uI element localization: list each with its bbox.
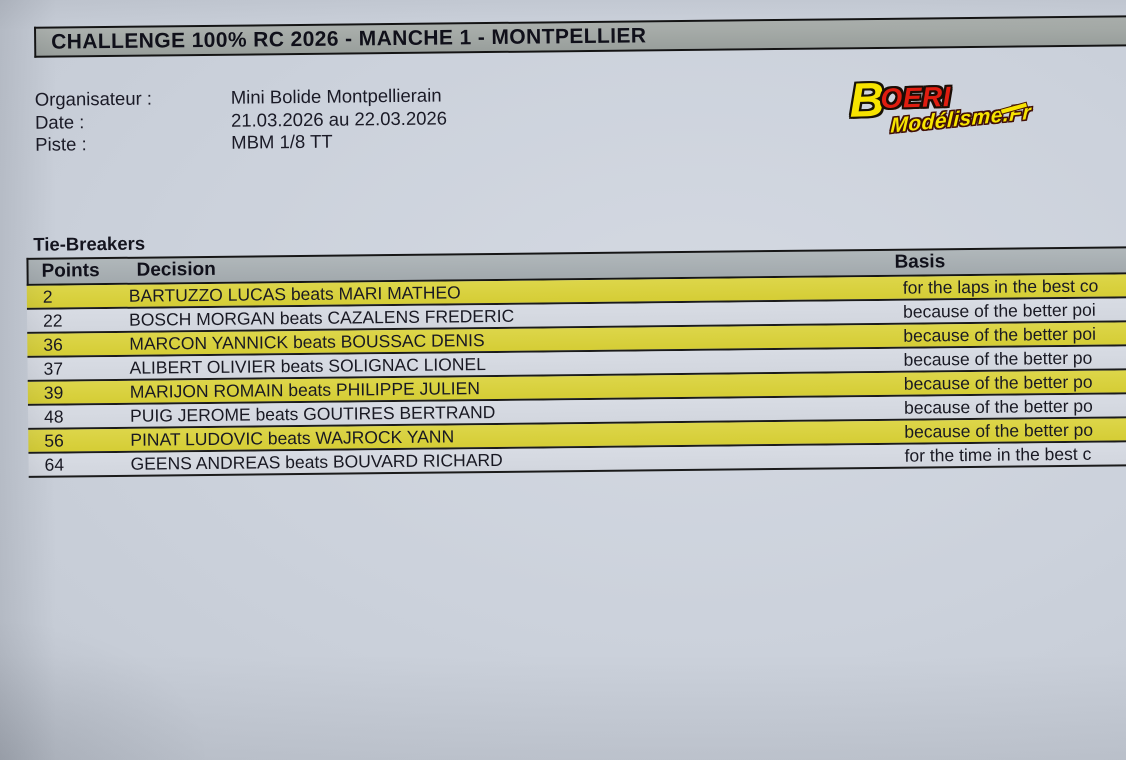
track-value: MBM 1/8 TT — [231, 130, 333, 153]
cell-points: 48 — [43, 406, 64, 427]
cell-basis: because of the better poi — [902, 299, 1096, 322]
cell-decision: PUIG JEROME beats GOUTIRES BERTRAND — [129, 401, 496, 426]
cell-decision: GEENS ANDREAS beats BOUVARD RICHARD — [130, 449, 503, 474]
cell-points: 64 — [44, 454, 65, 475]
tie-breakers-table: Points Decision Basis 2 BARTUZZO LUCAS b… — [26, 245, 1126, 478]
cell-basis: because of the better poi — [903, 323, 1097, 346]
cell-points: 56 — [44, 430, 64, 451]
page-title: CHALLENGE 100% RC 2026 - MANCHE 1 - MONT… — [51, 23, 647, 54]
cell-decision: PINAT LUDOVIC beats WAJROCK YANN — [130, 426, 455, 450]
cell-basis: because of the better po — [903, 371, 1093, 394]
cell-decision: BOSCH MORGAN beats CAZALENS FREDERIC — [128, 305, 515, 330]
column-header-points: Points — [41, 260, 100, 282]
cell-basis: for the laps in the best co — [902, 275, 1099, 298]
cell-basis: because of the better po — [903, 347, 1093, 370]
date-label: Date : — [34, 110, 85, 133]
cell-points: 37 — [43, 358, 64, 379]
organizer-value: Mini Bolide Montpellierain — [230, 84, 442, 108]
info-row-track: Piste : MBM 1/8 TT — [35, 129, 447, 156]
track-label: Piste : — [35, 133, 87, 155]
cell-decision: MARIJON ROMAIN beats PHILIPPE JULIEN — [129, 378, 481, 402]
organizer-label: Organisateur : — [34, 87, 153, 110]
cell-points: 39 — [43, 382, 64, 403]
table-body: 2 BARTUZZO LUCAS beats MARI MATHEO for t… — [26, 273, 1126, 478]
cell-points: 22 — [42, 310, 63, 331]
cell-decision: ALIBERT OLIVIER beats SOLIGNAC LIONEL — [129, 354, 486, 378]
tie-breakers-heading: Tie-Breakers — [33, 232, 146, 255]
cell-basis: because of the better po — [904, 419, 1094, 442]
date-value: 21.03.2026 au 22.03.2026 — [230, 106, 448, 131]
event-info-block: Organisateur : Mini Bolide Montpellierai… — [35, 84, 448, 156]
page-title-bar: CHALLENGE 100% RC 2026 - MANCHE 1 - MONT… — [34, 14, 1126, 58]
logo-letter-b: B — [848, 73, 885, 128]
info-row-date: Date : 21.03.2026 au 22.03.2026 — [35, 107, 447, 134]
cell-basis: for the time in the best c — [904, 443, 1092, 466]
cell-decision: BARTUZZO LUCAS beats MARI MATHEO — [128, 282, 461, 306]
cell-points: 2 — [42, 286, 53, 307]
column-header-decision: Decision — [136, 258, 216, 281]
cell-basis: because of the better po — [903, 395, 1093, 418]
cell-points: 36 — [43, 334, 63, 355]
cell-decision: MARCON YANNICK beats BOUSSAC DENIS — [129, 330, 485, 354]
boeri-modelisme-logo: B OERI Modélisme.Fr — [849, 74, 1032, 148]
column-header-basis: Basis — [894, 251, 946, 273]
